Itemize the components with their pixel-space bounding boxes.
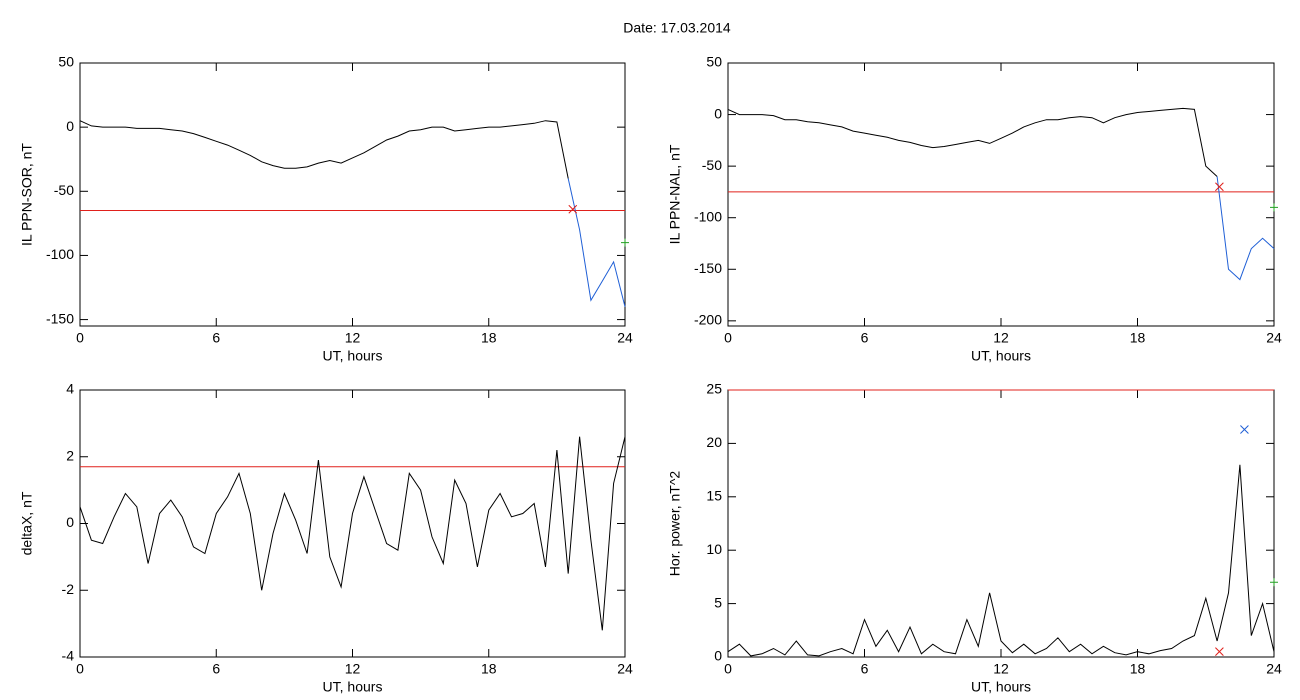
x-tick-label: 18 bbox=[481, 330, 497, 346]
y-axis-label: deltaX, nT bbox=[19, 491, 35, 555]
y-tick-label: 0 bbox=[66, 514, 74, 530]
y-tick-label: -150 bbox=[694, 260, 722, 276]
y-tick-label: 15 bbox=[706, 488, 722, 504]
x-tick-label: 0 bbox=[76, 661, 84, 677]
y-axis-label: Hor. power, nT^2 bbox=[667, 471, 683, 577]
y-axis-label: IL PPN-SOR, nT bbox=[19, 143, 35, 246]
x-tick-label: 24 bbox=[1266, 661, 1282, 677]
x-tick-label: 6 bbox=[212, 330, 220, 346]
y-tick-label: 0 bbox=[714, 648, 722, 664]
x-tick-label: 12 bbox=[345, 661, 361, 677]
y-tick-label: -2 bbox=[62, 581, 75, 597]
x-axis-label: UT, hours bbox=[323, 348, 383, 364]
x-tick-label: 18 bbox=[481, 661, 497, 677]
x-tick-label: 0 bbox=[724, 330, 732, 346]
data-line bbox=[567, 178, 626, 307]
y-tick-label: -200 bbox=[694, 312, 722, 328]
x-tick-label: 12 bbox=[993, 661, 1009, 677]
data-line bbox=[727, 107, 1218, 177]
data-line bbox=[79, 120, 569, 179]
y-tick-label: -100 bbox=[694, 208, 722, 224]
x-axis-label: UT, hours bbox=[323, 679, 383, 695]
marker bbox=[1240, 425, 1249, 434]
x-tick-label: 6 bbox=[212, 661, 220, 677]
y-tick-label: 10 bbox=[706, 541, 722, 557]
page-title: Date: 17.03.2014 bbox=[623, 20, 731, 36]
y-tick-label: 50 bbox=[58, 54, 74, 70]
x-tick-label: 12 bbox=[993, 330, 1009, 346]
y-tick-label: 25 bbox=[706, 381, 722, 397]
y-tick-label: 5 bbox=[714, 594, 722, 610]
x-tick-label: 0 bbox=[724, 661, 732, 677]
marker bbox=[568, 204, 578, 214]
y-axis-label: IL PPN-NAL, nT bbox=[667, 144, 683, 244]
marker bbox=[1270, 578, 1278, 587]
y-tick-label: 4 bbox=[66, 381, 74, 397]
x-axis-label: UT, hours bbox=[971, 348, 1031, 364]
y-tick-label: 50 bbox=[706, 54, 722, 70]
x-tick-label: 12 bbox=[345, 330, 361, 346]
y-tick-label: 0 bbox=[66, 118, 74, 134]
x-tick-label: 24 bbox=[617, 661, 633, 677]
y-tick-label: 0 bbox=[714, 105, 722, 121]
y-tick-label: 20 bbox=[706, 434, 722, 450]
data-line bbox=[79, 436, 626, 631]
y-tick-label: -100 bbox=[46, 246, 74, 262]
y-tick-label: -4 bbox=[62, 648, 75, 664]
x-tick-label: 6 bbox=[861, 330, 869, 346]
y-tick-label: -50 bbox=[54, 182, 74, 198]
x-axis-label: UT, hours bbox=[971, 679, 1031, 695]
marker bbox=[1215, 647, 1224, 657]
data-line bbox=[1216, 176, 1275, 281]
x-tick-label: 18 bbox=[1130, 330, 1146, 346]
y-tick-label: -50 bbox=[702, 157, 722, 173]
x-tick-label: 6 bbox=[861, 661, 869, 677]
marker bbox=[1215, 182, 1224, 192]
marker bbox=[621, 238, 629, 247]
marker bbox=[1270, 203, 1278, 212]
x-tick-label: 24 bbox=[617, 330, 633, 346]
x-tick-label: 0 bbox=[76, 330, 84, 346]
x-tick-label: 18 bbox=[1130, 661, 1146, 677]
x-tick-label: 24 bbox=[1266, 330, 1282, 346]
y-tick-label: -150 bbox=[46, 310, 74, 326]
data-line bbox=[727, 464, 1275, 657]
y-tick-label: 2 bbox=[66, 447, 74, 463]
